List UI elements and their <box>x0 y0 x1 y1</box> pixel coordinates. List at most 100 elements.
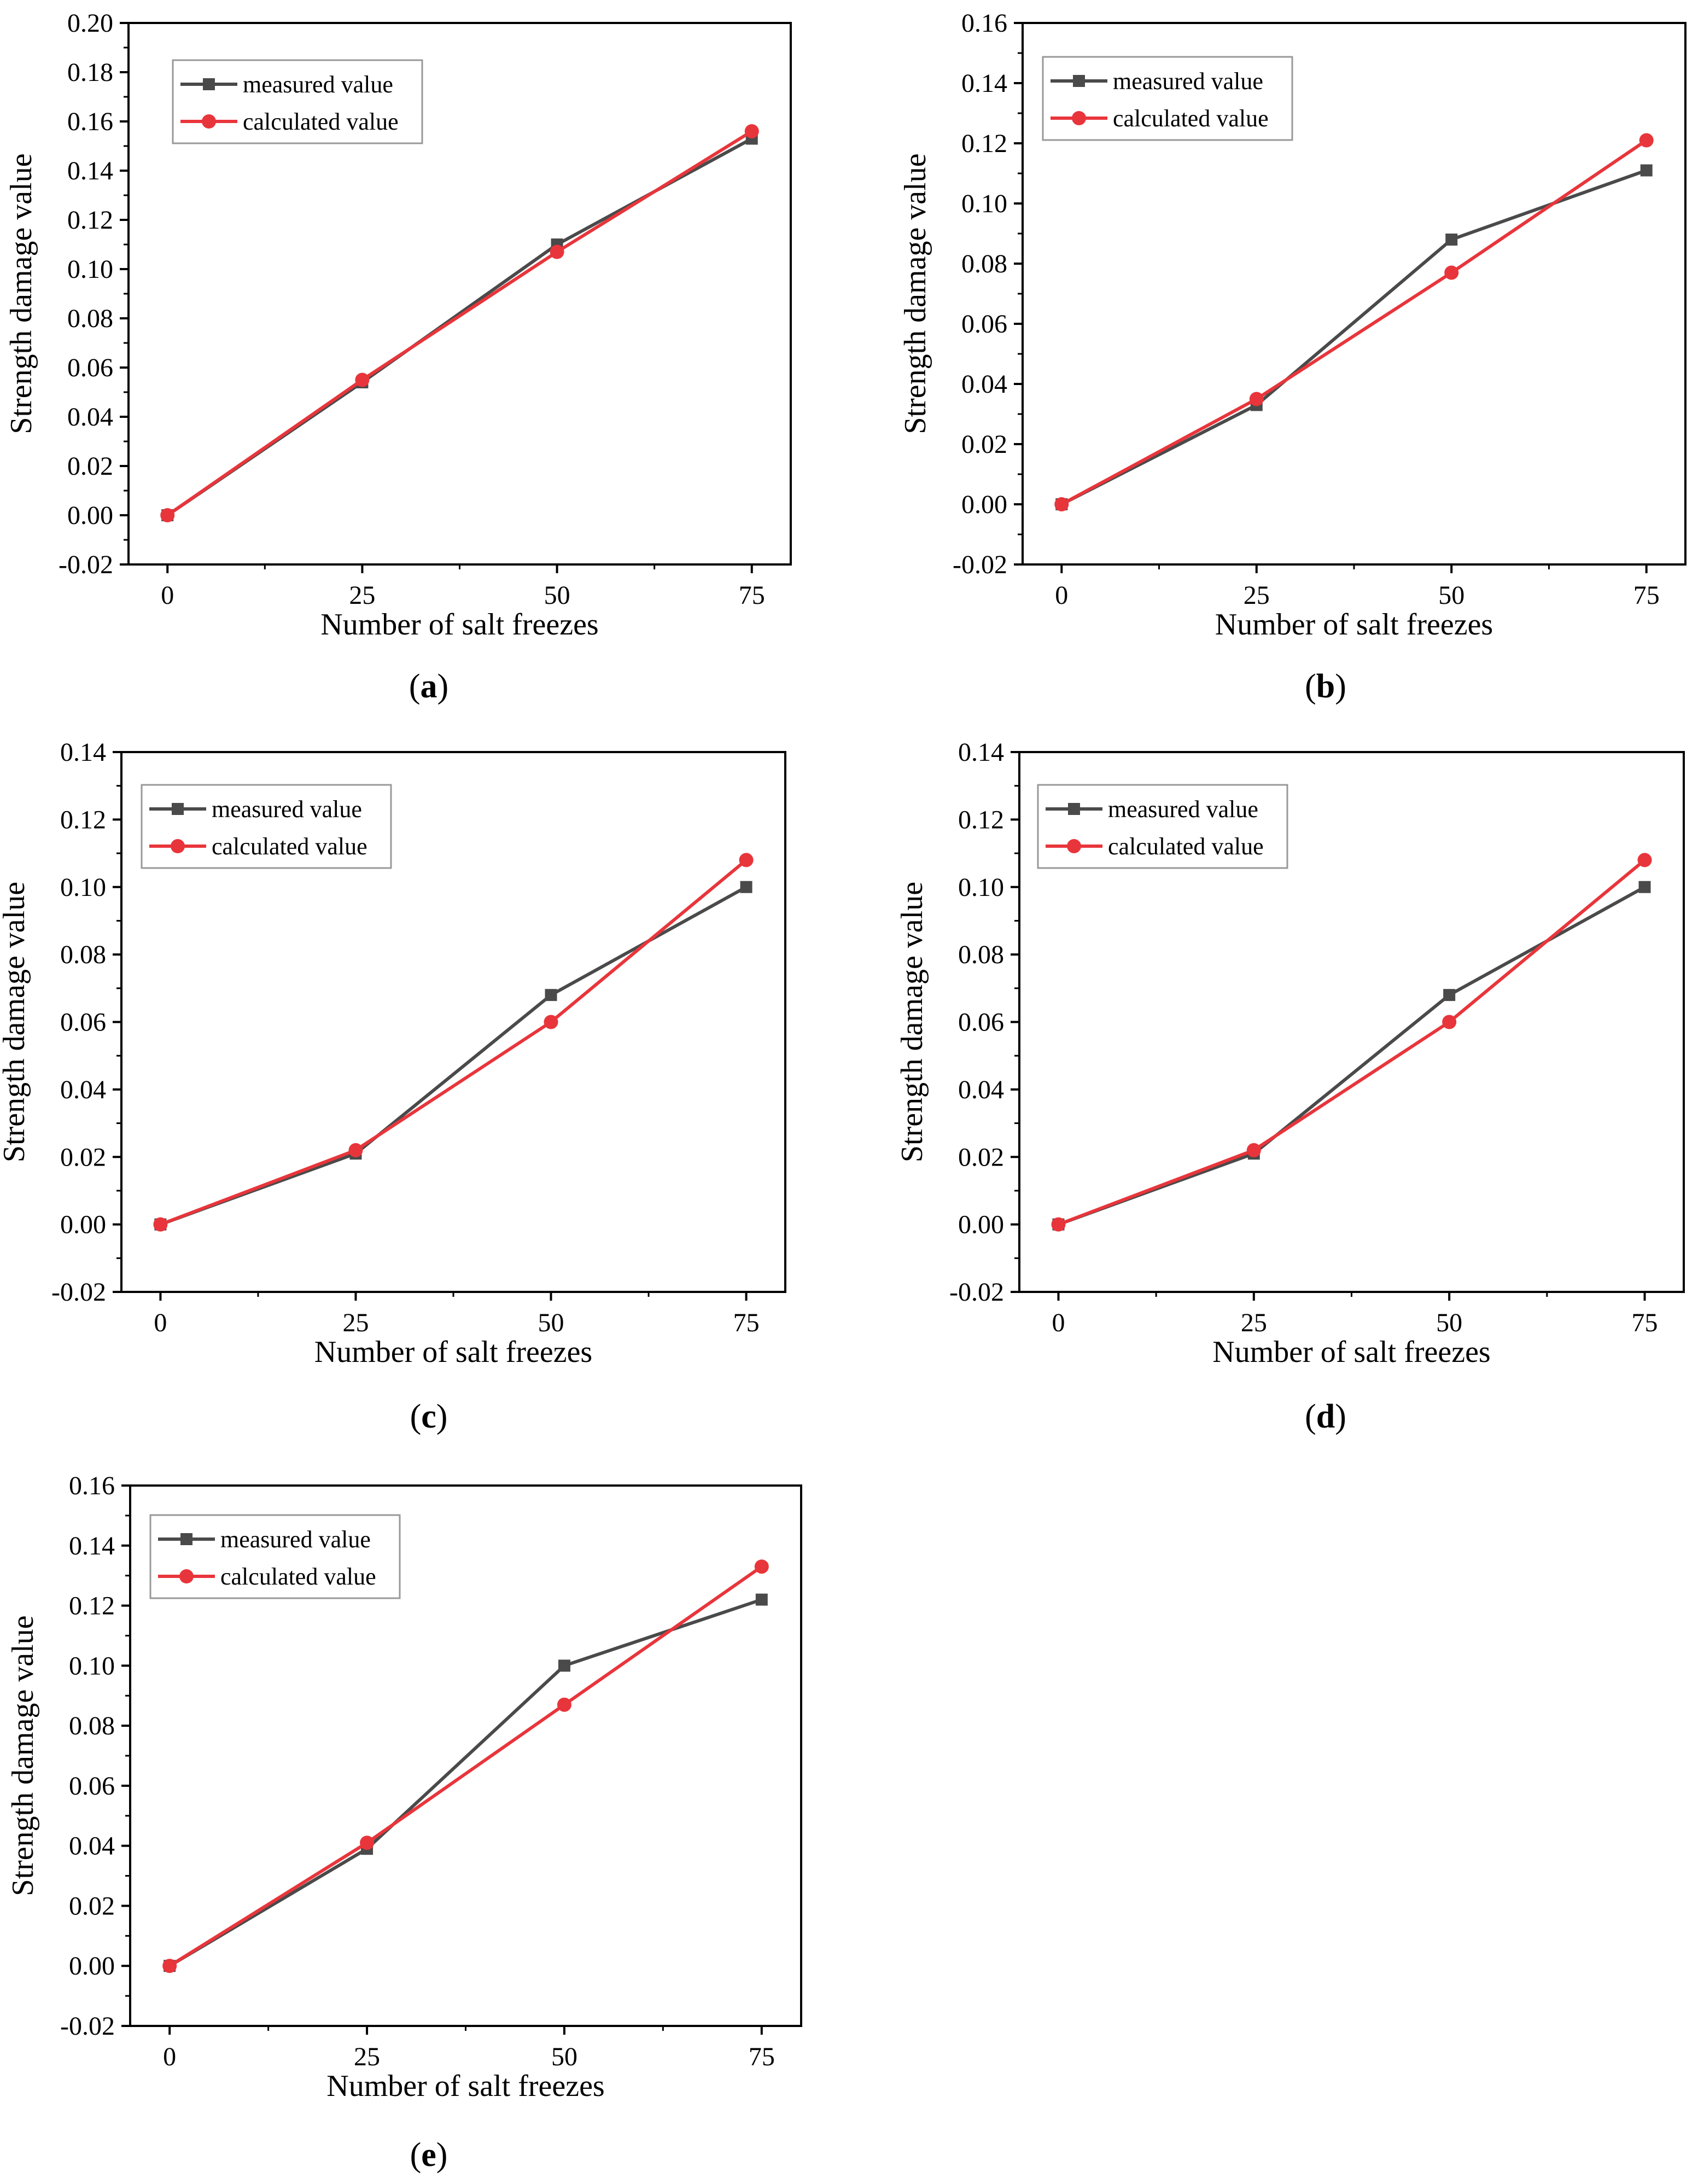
x-tick-label: 0 <box>163 2042 176 2071</box>
data-point-calculated <box>153 1217 168 1232</box>
legend-label: calculated value <box>220 1563 376 1590</box>
data-point-calculated <box>1444 265 1459 280</box>
y-tick-label: 0.02 <box>67 452 113 481</box>
y-tick-label: 0.02 <box>961 430 1007 459</box>
data-point-calculated <box>550 244 564 259</box>
chart-panel-e: -0.02 0.00 0.02 0.04 0.06 0.08 0.10 0.12 0.14 0.1… <box>6 1471 802 2174</box>
y-tick-label: 0.04 <box>67 403 113 432</box>
legend-label: calculated value <box>1113 105 1269 132</box>
panel-label-letter: d <box>1316 1398 1335 1435</box>
panel-label: (b) <box>1305 668 1346 705</box>
series-line-calculated <box>168 1565 763 1967</box>
legend: measured value calculated value <box>149 1514 401 1599</box>
y-tick-label: 0.08 <box>60 940 106 969</box>
data-point-measured <box>1638 881 1651 893</box>
y-tick-label: 0.04 <box>961 370 1007 399</box>
data-point-measured <box>558 1659 570 1672</box>
series-line-calculated <box>160 859 748 1226</box>
x-tick-label: 75 <box>1633 581 1660 610</box>
data-point-calculated <box>1249 392 1264 406</box>
legend-marker-square <box>172 803 184 815</box>
x-tick-label: 25 <box>342 1308 369 1337</box>
x-tick-label: 25 <box>354 2042 380 2071</box>
legend-box <box>1042 56 1293 141</box>
y-tick-label: 0.04 <box>958 1075 1004 1104</box>
y-tick-label: 0.00 <box>60 1210 106 1239</box>
series-line-calculated <box>1058 859 1646 1226</box>
panel-label-letter: a <box>421 668 437 705</box>
x-tick-label: 50 <box>1436 1308 1462 1337</box>
data-point-measured <box>1443 989 1456 1001</box>
y-tick-label: 0.00 <box>67 501 113 530</box>
y-tick-label: 0.06 <box>69 1772 115 1801</box>
x-tick-label: 0 <box>154 1308 167 1337</box>
series-line-calculated <box>166 130 753 517</box>
y-tick-label: -0.02 <box>953 550 1007 579</box>
legend-marker-square <box>1068 803 1080 815</box>
legend-box <box>1037 784 1288 869</box>
x-tick-label: 50 <box>1438 581 1464 610</box>
panel-label: (c) <box>410 1398 448 1435</box>
data-point-calculated <box>1442 1015 1457 1029</box>
y-tick-label: 0.10 <box>67 255 113 284</box>
legend-label: calculated value <box>1108 833 1264 860</box>
legend-marker-circle <box>202 114 216 129</box>
y-tick-label: -0.02 <box>949 1278 1004 1307</box>
panel-label: (d) <box>1305 1398 1346 1435</box>
x-tick-label: 75 <box>739 581 765 610</box>
x-tick-label: 0 <box>161 581 174 610</box>
y-tick-label: -0.02 <box>51 1278 106 1307</box>
y-tick-label: 0.12 <box>67 206 113 235</box>
y-axis-title: Strength damage value <box>4 153 38 434</box>
data-point-calculated <box>1246 1143 1261 1157</box>
data-point-calculated <box>544 1015 558 1029</box>
panel-label: (e) <box>410 2136 448 2174</box>
data-point-calculated <box>744 124 759 138</box>
legend-marker-circle <box>179 1569 194 1583</box>
y-tick-label: 0.04 <box>69 1832 115 1861</box>
legend-box <box>141 784 392 869</box>
data-point-calculated <box>160 508 175 522</box>
x-tick-label: 25 <box>1241 1308 1267 1337</box>
y-axis-title: Strength damage value <box>0 882 31 1162</box>
y-tick-label: 0.18 <box>67 58 113 87</box>
x-tick-label: 0 <box>1055 581 1068 610</box>
data-point-calculated <box>162 1959 177 1973</box>
y-tick-label: 0.06 <box>961 310 1007 339</box>
y-tick-label: 0.10 <box>958 873 1004 902</box>
x-tick-label: 25 <box>349 581 375 610</box>
data-point-calculated <box>360 1836 375 1850</box>
x-tick-label: 75 <box>733 1308 760 1337</box>
series-line-measured <box>168 1598 762 1967</box>
data-point-measured <box>1445 234 1458 246</box>
y-tick-label: 0.20 <box>67 9 113 38</box>
y-tick-label: 0.08 <box>69 1711 115 1740</box>
y-tick-label: 0.00 <box>958 1210 1004 1239</box>
data-point-calculated <box>557 1697 571 1712</box>
data-point-measured <box>755 1593 768 1606</box>
x-tick-label: 50 <box>551 2042 577 2071</box>
y-tick-label: 0.02 <box>60 1143 106 1172</box>
y-tick-label: 0.14 <box>958 738 1004 767</box>
data-point-measured <box>1640 164 1653 177</box>
y-tick-label: 0.00 <box>69 1952 115 1981</box>
data-point-calculated <box>739 853 754 867</box>
x-axis-title: Number of salt freezes <box>326 2069 604 2103</box>
y-tick-label: 0.06 <box>958 1008 1004 1037</box>
y-axis-title: Strength damage value <box>898 153 932 434</box>
y-tick-label: 0.10 <box>60 873 106 902</box>
legend: measured value calculated value <box>141 784 392 869</box>
x-axis-title: Number of salt freezes <box>1215 608 1493 642</box>
legend-marker-square <box>1073 75 1085 87</box>
y-tick-label: 0.08 <box>67 304 113 333</box>
legend-marker-square <box>203 78 215 90</box>
data-point-measured <box>545 989 557 1001</box>
data-point-calculated <box>348 1143 363 1157</box>
data-point-calculated <box>1637 853 1652 867</box>
chart-panel-c: -0.02 0.00 0.02 0.04 0.06 0.08 0.10 0.12 0.14 0 25… <box>0 738 786 1435</box>
y-tick-label: 0.16 <box>961 9 1007 38</box>
legend-label: measured value <box>212 796 362 823</box>
panel-label: (a) <box>409 668 448 705</box>
